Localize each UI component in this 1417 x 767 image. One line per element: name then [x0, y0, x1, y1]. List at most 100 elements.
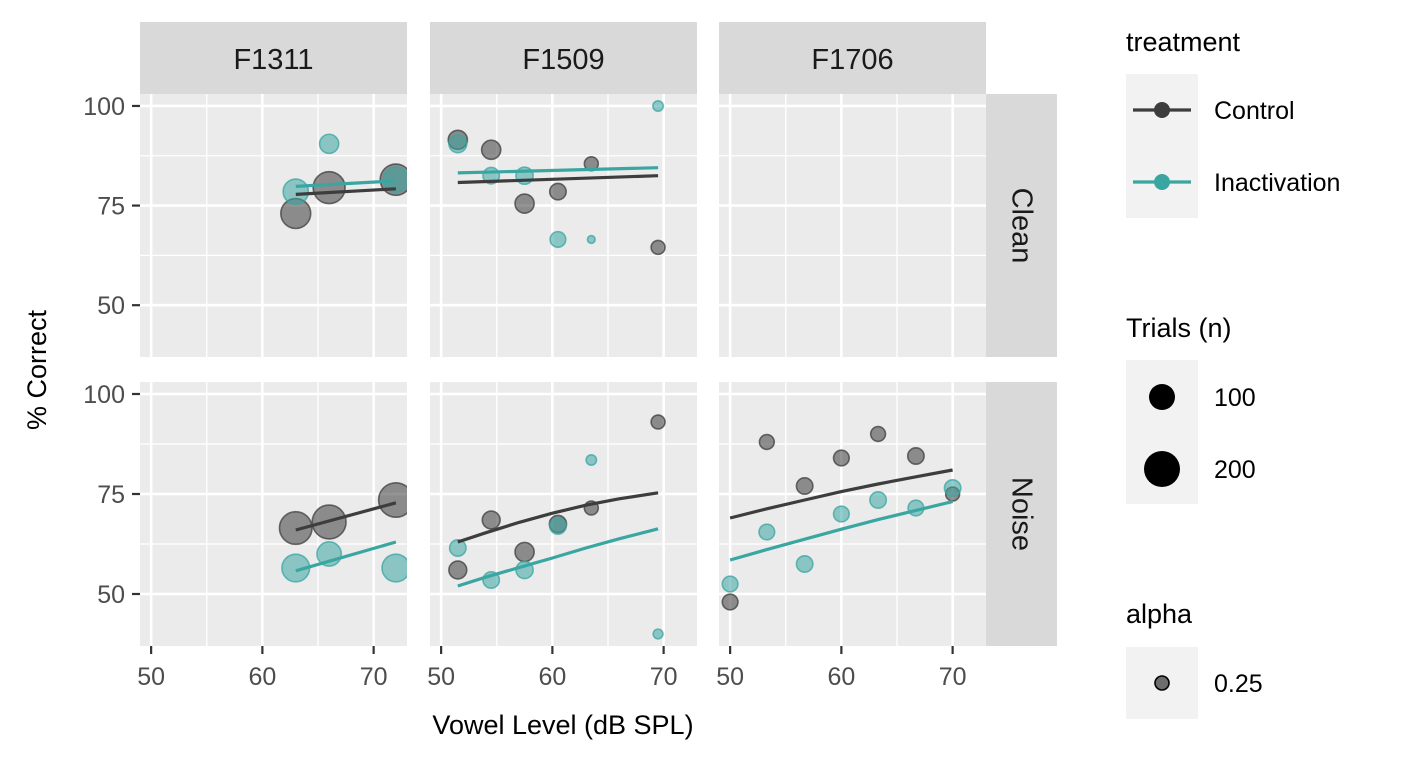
panel-f1706-clean: [719, 94, 986, 357]
data-point-control: [832, 449, 850, 467]
fit-line-control: [457, 491, 659, 544]
panel-background: [719, 382, 986, 646]
x-tick-label: 50: [427, 663, 455, 691]
data-point-control: [869, 425, 887, 443]
legend-size-point: [1149, 384, 1175, 410]
data-point-control: [312, 170, 346, 205]
data-point-inactivation: [585, 453, 598, 467]
fit-line-control: [295, 187, 396, 196]
y-tick-label: 75: [97, 193, 125, 221]
y-axis-title: % Correct: [22, 309, 52, 430]
data-point-control: [278, 510, 313, 546]
fit-line-control: [729, 468, 953, 520]
x-tick-label: 70: [650, 663, 678, 691]
legend-key-point-inactivation: [1154, 174, 1170, 190]
data-point-control: [514, 193, 535, 214]
panel-f1509-noise: [430, 382, 697, 646]
row-strip-label-clean: Clean: [1006, 188, 1038, 264]
data-point-inactivation: [548, 516, 567, 536]
panel-f1311-clean: [140, 94, 407, 357]
panel-marks: [278, 481, 407, 583]
data-point-inactivation: [721, 575, 739, 593]
legend-size-label: 100: [1214, 384, 1256, 412]
column-strip-label-f1311: F1311: [233, 44, 313, 76]
panel-marks: [280, 133, 407, 230]
legend-title-alpha: alpha: [1126, 599, 1193, 629]
legend-size-point: [1144, 451, 1180, 487]
y-tick-label: 75: [97, 481, 125, 509]
legend-alpha-point: [1154, 675, 1170, 691]
data-point-control: [906, 446, 925, 466]
axes-layer: 50 75 100 50 75 100 50 60 70 50 60 70 50 60 70: [83, 93, 966, 691]
fit-line-control: [295, 501, 397, 532]
y-tick-label: 50: [97, 292, 125, 320]
fit-line-inactivation: [295, 540, 397, 573]
data-point-control: [448, 560, 468, 580]
strip-background-f1311: [140, 22, 407, 94]
data-point-control: [758, 433, 776, 451]
strips-layer: F1311 F1509 F1706 Clean Noise: [140, 22, 1057, 646]
data-point-inactivation: [381, 553, 407, 583]
strip-background-clean: [986, 94, 1057, 357]
x-tick-label: 50: [137, 663, 165, 691]
data-point-inactivation: [448, 538, 467, 558]
data-point-inactivation: [795, 554, 814, 574]
fit-line-inactivation: [729, 500, 953, 562]
data-point-control: [480, 139, 502, 161]
fit-line-inactivation: [295, 179, 396, 188]
x-tick-label: 50: [716, 663, 744, 691]
y-tick-label: 100: [83, 381, 125, 409]
data-point-control: [377, 481, 407, 519]
x-axis-title: Vowel Level (dB SPL): [432, 710, 693, 740]
panel-marks: [721, 425, 962, 611]
legend-size-label: 200: [1214, 456, 1256, 484]
data-point-control: [721, 593, 739, 611]
data-point-control: [650, 414, 666, 430]
legend-key-point-control: [1154, 102, 1170, 118]
strip-background-noise: [986, 382, 1057, 646]
y-tick-label: 100: [83, 93, 125, 121]
legend-title-treatment: treatment: [1126, 27, 1241, 57]
data-point-control: [650, 239, 666, 256]
x-tick-label: 60: [538, 663, 566, 691]
data-point-inactivation: [758, 523, 776, 541]
legend: treatment Control Inactivation Trials (n) 10…: [1126, 27, 1340, 719]
data-point-inactivation: [869, 490, 888, 510]
panel-background: [140, 94, 407, 357]
panel-marks: [447, 99, 666, 256]
data-point-control: [548, 182, 567, 201]
legend-title-trials: Trials (n): [1126, 313, 1232, 343]
data-point-inactivation: [652, 628, 664, 640]
data-point-inactivation: [448, 134, 468, 154]
panels-layer: [140, 94, 986, 646]
panel-marks: [448, 414, 666, 640]
data-point-inactivation: [652, 99, 665, 112]
panel-background: [430, 94, 697, 357]
fit-line-control: [457, 174, 659, 185]
legend-label-inactivation: Inactivation: [1214, 169, 1340, 197]
fit-line-inactivation: [457, 166, 659, 175]
data-point-inactivation: [943, 478, 962, 498]
fit-line-inactivation: [457, 527, 659, 588]
data-point-control: [481, 510, 501, 530]
panel-f1311-noise: [140, 382, 407, 646]
legend-label-control: Control: [1214, 97, 1295, 125]
y-tick-label: 50: [97, 581, 125, 609]
x-tick-label: 70: [939, 663, 967, 691]
panel-background: [719, 94, 986, 357]
x-tick-label: 60: [827, 663, 855, 691]
panel-f1706-noise: [719, 382, 986, 646]
x-tick-label: 70: [360, 663, 388, 691]
row-strip-label-noise: Noise: [1006, 477, 1038, 551]
data-point-control: [514, 541, 535, 563]
panel-f1509-clean: [430, 94, 697, 357]
strip-background-f1509: [430, 22, 697, 94]
column-strip-label-f1706: F1706: [811, 44, 893, 76]
legend-key-background: [1126, 74, 1198, 218]
data-point-inactivation: [318, 133, 340, 155]
data-point-inactivation: [586, 234, 596, 245]
x-tick-label: 60: [248, 663, 276, 691]
panel-background: [140, 382, 407, 646]
data-point-inactivation: [282, 178, 310, 206]
